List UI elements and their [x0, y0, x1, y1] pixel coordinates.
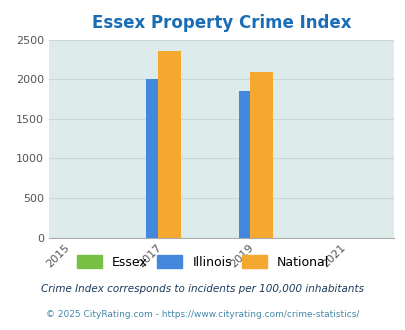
Bar — [146, 79, 169, 238]
Bar — [158, 51, 181, 238]
Title: Essex Property Crime Index: Essex Property Crime Index — [91, 15, 350, 32]
Bar — [249, 72, 272, 238]
Text: Crime Index corresponds to incidents per 100,000 inhabitants: Crime Index corresponds to incidents per… — [41, 284, 364, 294]
Text: © 2025 CityRating.com - https://www.cityrating.com/crime-statistics/: © 2025 CityRating.com - https://www.city… — [46, 310, 359, 319]
Legend: Essex, Illinois, National: Essex, Illinois, National — [72, 250, 333, 274]
Bar — [238, 91, 261, 238]
